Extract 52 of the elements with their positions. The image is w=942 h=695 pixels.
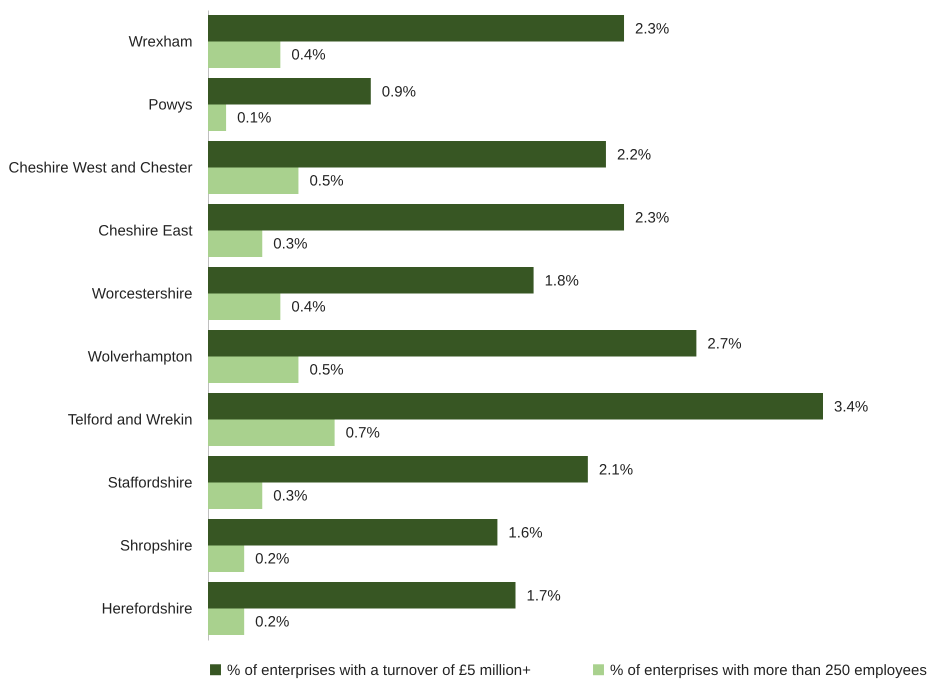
bar <box>208 141 606 168</box>
bar <box>208 393 823 420</box>
bar <box>208 356 298 383</box>
y-tick-label: Cheshire West and Chester <box>8 160 192 176</box>
data-label: 0.3% <box>273 488 308 505</box>
data-label: 0.3% <box>273 236 308 253</box>
data-label: 2.7% <box>707 335 742 352</box>
y-tick-label: Staffordshire <box>108 474 192 492</box>
bar <box>208 78 371 104</box>
bar <box>208 168 298 194</box>
data-label: 1.7% <box>526 587 561 604</box>
bar <box>208 230 262 257</box>
data-label: 2.3% <box>635 209 670 226</box>
y-tick-label: Worcestershire <box>92 286 192 302</box>
bar <box>208 608 244 635</box>
legend-label: % of enterprises with more than 250 employees <box>610 662 927 679</box>
data-label: 3.4% <box>834 398 868 416</box>
y-tick-label: Herefordshire <box>102 600 192 618</box>
y-tick-label: Wrexham <box>128 34 192 50</box>
data-label: 0.2% <box>255 614 290 631</box>
bar <box>208 582 516 608</box>
bar <box>208 420 335 446</box>
bar <box>208 330 696 356</box>
data-label: 0.4% <box>291 46 326 64</box>
data-label: 0.7% <box>346 424 380 442</box>
y-tick-label: Powys <box>148 96 192 114</box>
data-label: 1.6% <box>508 524 543 542</box>
bar <box>208 104 226 131</box>
bar <box>208 267 534 294</box>
y-tick-label: Telford and Wrekin <box>68 412 192 428</box>
data-label: 1.8% <box>544 272 579 290</box>
y-tick-label: Cheshire East <box>98 222 194 240</box>
bar <box>208 294 280 320</box>
data-label: 2.1% <box>598 461 634 478</box>
data-label: 2.2% <box>616 146 652 164</box>
data-label: 2.3% <box>635 20 670 38</box>
bar <box>208 519 498 546</box>
data-label: 0.1% <box>237 110 272 127</box>
data-label: 0.9% <box>382 83 416 100</box>
data-label: 0.5% <box>309 362 344 379</box>
bar <box>208 482 262 509</box>
data-label: 0.5% <box>309 172 344 190</box>
bar <box>208 456 588 482</box>
legend-label: % of enterprises with a turnover of £5 million+ <box>227 662 532 679</box>
bar <box>208 204 624 230</box>
data-label: 0.2% <box>255 550 290 568</box>
y-tick-label: Wolverhampton <box>88 348 192 366</box>
data-label: 0.4% <box>291 298 326 316</box>
bar <box>208 15 624 42</box>
y-tick-label: Shropshire <box>120 538 192 554</box>
bar <box>208 42 280 68</box>
bar <box>208 546 244 572</box>
